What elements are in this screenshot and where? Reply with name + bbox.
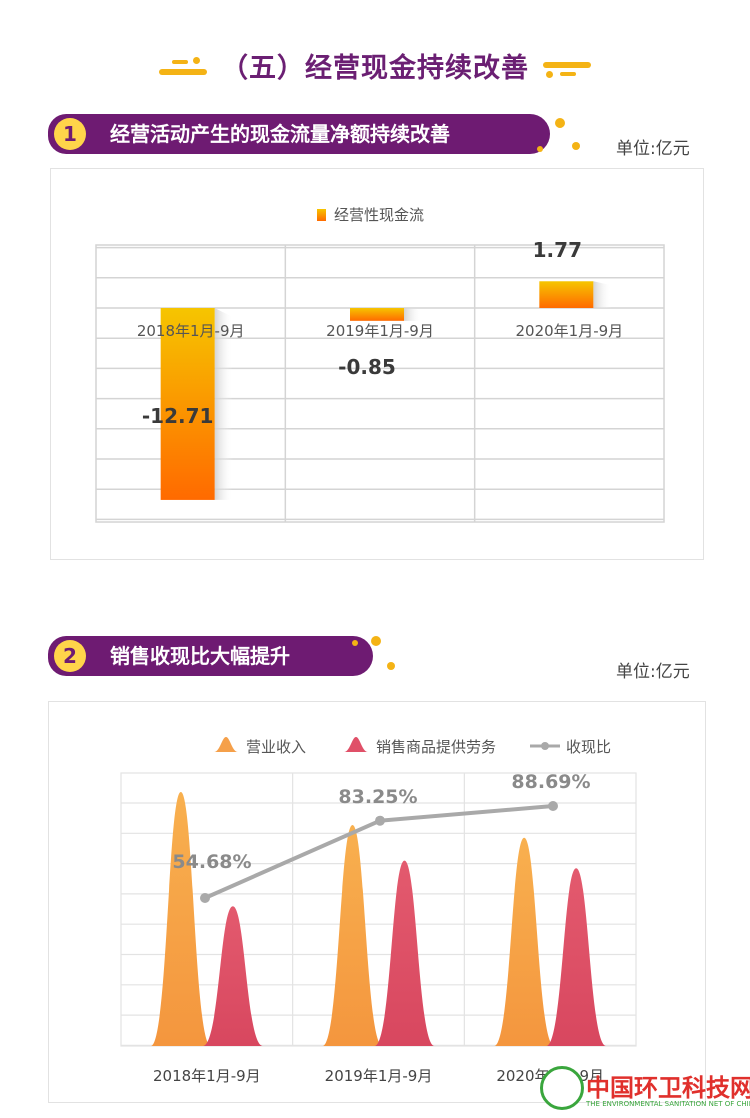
chart1-legend-swatch bbox=[317, 209, 326, 221]
title-deco-right-dash bbox=[560, 72, 576, 76]
chart1-bar-shadow bbox=[214, 308, 233, 500]
chart1-bar-shadow bbox=[404, 308, 422, 321]
section1-banner: 1 经营活动产生的现金流量净额持续改善 bbox=[48, 114, 550, 154]
section1-deco-dot-a bbox=[555, 118, 565, 128]
chart2-revenue-peak bbox=[150, 792, 211, 1046]
chart2-sales-cash-peak bbox=[202, 906, 263, 1046]
chart2-sales-cash-peak bbox=[374, 860, 435, 1046]
title-deco-right-bar bbox=[543, 62, 591, 68]
title-deco-left-bar bbox=[159, 69, 207, 75]
chart1-data-label: -12.71 bbox=[142, 404, 214, 428]
chart2-ratio-point bbox=[200, 893, 210, 903]
section1-number: 1 bbox=[54, 118, 86, 150]
chart2-legend-swatch bbox=[214, 737, 238, 752]
chart1-legend-label: 经营性现金流 bbox=[334, 206, 424, 224]
section1-deco-dot-b bbox=[572, 142, 580, 150]
chart1-bar bbox=[539, 281, 594, 308]
chart1-plot-frame bbox=[95, 244, 665, 523]
section1-deco-dot-c bbox=[537, 146, 543, 152]
chart2-sales-cash-peak bbox=[546, 868, 607, 1046]
chart2-data-label: 54.68% bbox=[172, 851, 251, 873]
page-title: （五）经营现金持续改善 bbox=[221, 53, 529, 84]
chart1-panel bbox=[50, 168, 704, 560]
chart1-bar-shadow bbox=[593, 281, 612, 308]
chart2-legend-swatch bbox=[344, 737, 368, 752]
section2-deco-dot-a bbox=[371, 636, 381, 646]
chart2-legend-label: 营业收入 bbox=[246, 738, 306, 756]
chart1-bar bbox=[350, 308, 404, 321]
chart2-ratio-point bbox=[375, 815, 385, 826]
title-deco-left-dash bbox=[172, 60, 188, 64]
section2-title: 销售收现比大幅提升 bbox=[110, 644, 290, 668]
chart1-category-label: 2019年1月-9月 bbox=[326, 322, 434, 340]
chart2-revenue-peak bbox=[494, 837, 555, 1046]
section2-deco-dot-c bbox=[352, 640, 358, 646]
section2-number: 2 bbox=[54, 640, 86, 672]
chart2-data-label: 83.25% bbox=[338, 786, 417, 808]
chart1-bar bbox=[160, 308, 215, 500]
title-deco-left-dot bbox=[193, 57, 200, 64]
section2-banner: 2 销售收现比大幅提升 bbox=[48, 636, 373, 676]
chart2-category-label: 2018年1月-9月 bbox=[153, 1067, 261, 1085]
chart2-legend-swatch-marker bbox=[541, 742, 549, 750]
title-deco-right-dot bbox=[546, 71, 553, 78]
section2-unit-label: 单位:亿元 bbox=[616, 662, 690, 682]
chart1-data-label: -0.85 bbox=[338, 355, 396, 379]
chart2-legend-label: 收现比 bbox=[566, 738, 611, 756]
section2-deco-dot-b bbox=[387, 662, 395, 670]
watermark-subtext: THE ENVIRONMENTAL SANITATION NET OF CHIN… bbox=[586, 1100, 750, 1108]
chart1-data-label: 1.77 bbox=[533, 238, 582, 262]
chart2-data-label: 88.69% bbox=[511, 771, 590, 793]
section1-title: 经营活动产生的现金流量净额持续改善 bbox=[110, 122, 450, 146]
watermark-text: 中国环卫科技网 bbox=[586, 1074, 750, 1102]
section1-unit-label: 单位:亿元 bbox=[616, 139, 690, 159]
chart1-category-label: 2018年1月-9月 bbox=[137, 322, 245, 340]
chart2-category-label: 2019年1月-9月 bbox=[325, 1067, 433, 1085]
chart2-legend-label: 销售商品提供劳务 bbox=[376, 738, 496, 756]
watermark-logo-icon bbox=[540, 1066, 584, 1110]
chart1-category-label: 2020年1月-9月 bbox=[515, 322, 623, 340]
chart2-revenue-peak bbox=[322, 825, 383, 1046]
chart2-ratio-point bbox=[548, 801, 558, 811]
